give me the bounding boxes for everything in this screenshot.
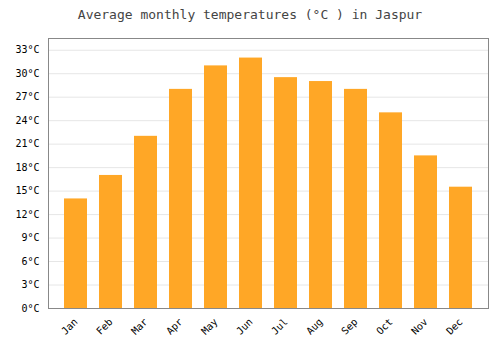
svg-text:6°C: 6°C — [21, 256, 39, 267]
svg-text:9°C: 9°C — [21, 232, 39, 243]
svg-text:Jun: Jun — [234, 316, 255, 337]
svg-text:24°C: 24°C — [15, 115, 39, 126]
svg-text:Dec: Dec — [444, 316, 465, 337]
svg-text:3°C: 3°C — [21, 279, 39, 290]
svg-text:Jul: Jul — [269, 316, 290, 337]
svg-text:May: May — [199, 316, 220, 337]
svg-text:Aug: Aug — [304, 316, 325, 337]
html-text:Average monthly temperatures (: Average monthly temperatures (°C ) in Ja… — [77, 7, 423, 22]
svg-text:21°C: 21°C — [15, 138, 39, 149]
svg-text:18°C: 18°C — [15, 162, 39, 173]
svg-text:Mar: Mar — [129, 316, 150, 337]
svg-text:0°C: 0°C — [21, 303, 39, 314]
svg-text:30°C: 30°C — [15, 68, 39, 79]
svg-text:Sep: Sep — [339, 316, 360, 337]
svg-text:27°C: 27°C — [15, 91, 39, 102]
svg-text:33°C: 33°C — [15, 44, 39, 55]
svg-text:12°C: 12°C — [15, 209, 39, 220]
svg-text:Oct: Oct — [374, 316, 395, 337]
svg-text:Feb: Feb — [94, 316, 115, 337]
svg-text:15°C: 15°C — [15, 185, 39, 196]
svg-text:Jan: Jan — [59, 316, 80, 337]
svg-text:Nov: Nov — [409, 316, 430, 337]
svg-text:Apr: Apr — [164, 316, 185, 337]
